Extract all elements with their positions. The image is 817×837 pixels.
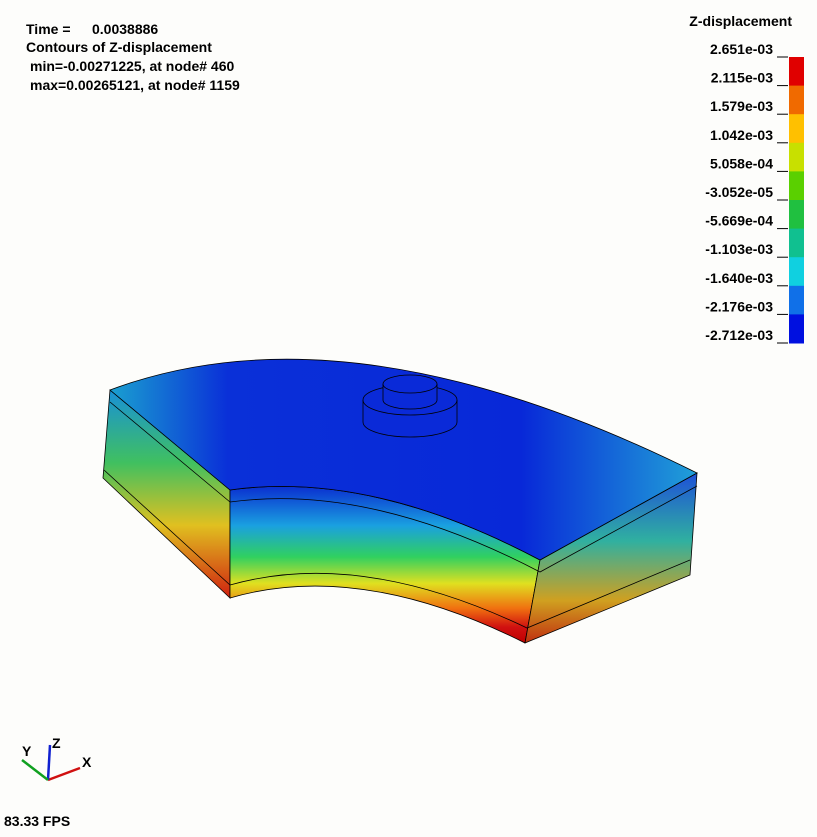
max-info: max=0.00265121, at node# 1159 — [30, 77, 240, 93]
top-face — [109, 358, 698, 561]
legend-label: 2.651e-03 — [710, 41, 773, 57]
legend-label: -2.712e-03 — [705, 327, 773, 343]
triad-y: Y — [22, 743, 32, 759]
time-label: Time = — [26, 21, 71, 37]
legend-band — [789, 228, 804, 258]
time-value: 0.0038886 — [92, 21, 158, 37]
legend-band — [789, 114, 804, 144]
legend-label: 1.042e-03 — [710, 127, 773, 143]
layer-line — [103, 469, 691, 629]
legend-label: -2.176e-03 — [705, 298, 773, 314]
legend-label: 5.058e-04 — [710, 155, 773, 171]
legend-band — [789, 57, 804, 87]
legend-band — [789, 200, 804, 230]
legend-title: Z-displacement — [689, 13, 792, 29]
triad-z: Z — [52, 735, 61, 751]
triad-x: X — [82, 754, 92, 770]
layer-line — [109, 401, 698, 573]
legend-band — [789, 314, 804, 344]
legend-band — [789, 142, 804, 172]
triad — [21, 744, 81, 782]
legend-band — [789, 171, 804, 201]
legend-label: -3.052e-05 — [705, 184, 773, 200]
legend-band — [789, 257, 804, 287]
legend-label: -1.103e-03 — [705, 241, 773, 257]
legend-label: 1.579e-03 — [710, 98, 773, 114]
legend-band — [789, 285, 804, 315]
boss-top — [382, 374, 438, 394]
legend-label: 2.115e-03 — [711, 70, 773, 86]
legend-label: -5.669e-04 — [705, 213, 773, 229]
fps: 83.33 FPS — [4, 813, 70, 829]
legend-label: -1.640e-03 — [705, 270, 773, 286]
model — [102, 358, 698, 644]
min-info: min=-0.00271225, at node# 460 — [30, 58, 234, 74]
legend-band — [789, 85, 804, 115]
contour-title: Contours of Z-displacement — [26, 39, 212, 55]
